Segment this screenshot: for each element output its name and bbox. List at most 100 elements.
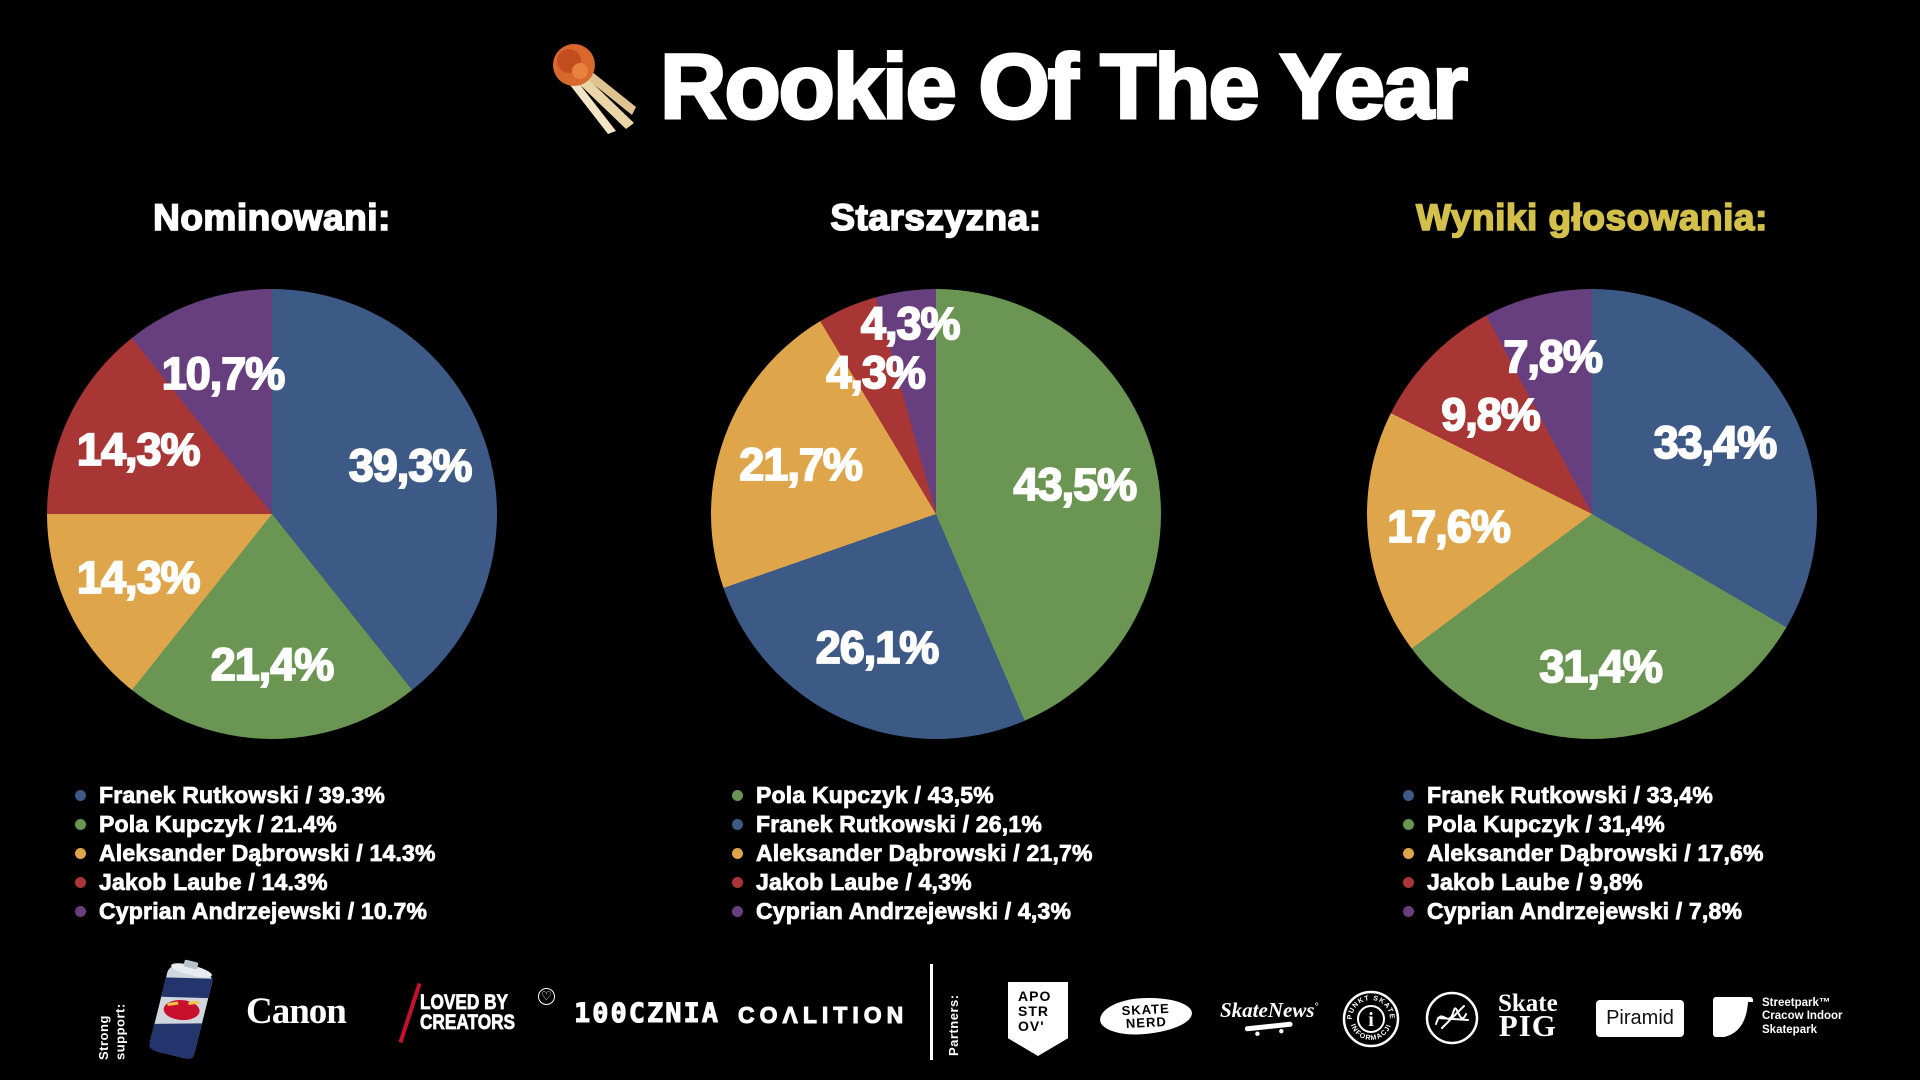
page-title: Rookie Of The Year: [659, 34, 1470, 139]
comet-icon: [553, 44, 637, 134]
chart-heading-nominowani: Nominowani:: [152, 196, 391, 239]
legend-item: Aleksander Dąbrowski / 17,6%: [1403, 840, 1764, 867]
pie-slice-label: 21,4%: [210, 638, 335, 691]
legend-bullet: [1403, 819, 1414, 830]
legend-label: Pola Kupczyk / 43,5%: [756, 782, 995, 809]
legend-bullet: [75, 906, 86, 917]
legend-item: Jakob Laube / 14.3%: [75, 869, 436, 896]
pie-chart-nominowani: 39,3% 21,4% 14,3% 14,3% 10,7%: [47, 289, 497, 739]
apostrov-logo: APO STR OV': [1008, 982, 1068, 1056]
piramid-wordmark: Piramid: [1606, 1007, 1674, 1029]
legend-label: Jakob Laube / 14.3%: [99, 869, 328, 896]
stocznia-logo: 100CZNIA: [573, 998, 721, 1030]
pie-slice-label: 10,7%: [161, 347, 286, 400]
legend-wyniki: Franek Rutkowski / 33,4% Pola Kupczyk / 3…: [1403, 782, 1764, 925]
streetpark-line3: Skatepark: [1762, 1023, 1817, 1036]
chart-heading-wyniki: Wyniki głosowania:: [1415, 196, 1768, 239]
streetpark-logo: Streetpark™ Cracow Indoor Skatepark: [1712, 996, 1843, 1038]
pie-slice-label: 33,4%: [1653, 416, 1778, 469]
chart-heading-starszyzna: Starszyzna:: [830, 196, 1042, 239]
pie-chart-starszyzna: 43,5% 26,1% 21,7% 4,3% 4,3%: [711, 289, 1161, 739]
apostrov-line1: APO: [1018, 988, 1052, 1004]
legend-bullet: [732, 819, 743, 830]
legend-bullet: [732, 790, 743, 801]
punkt-skate-informacji-badge: PUNKT SKATE INFORMACJI i: [1342, 990, 1400, 1053]
legend-bullet: [75, 819, 86, 830]
pie-slice-label: 14,3%: [76, 423, 201, 476]
legend-item: Aleksander Dąbrowski / 14.3%: [75, 840, 436, 867]
loved-by-creators-logo: LOVED BY CREATORS ♡: [398, 982, 555, 1044]
legend-label: Pola Kupczyk / 21.4%: [99, 811, 338, 838]
legend-item: Franek Rutkowski / 33,4%: [1403, 782, 1764, 809]
legend-label: Cyprian Andrzejewski / 7,8%: [1427, 898, 1743, 925]
apostrov-line3: OV': [1018, 1018, 1045, 1035]
legend-bullet: [75, 790, 86, 801]
pie-slice-label: 4,3%: [860, 298, 961, 351]
legend-bullet: [1403, 790, 1414, 801]
lbc-slash-mark: [398, 982, 422, 1044]
legend-item: Pola Kupczyk / 43,5%: [732, 782, 1093, 809]
legend-bullet: [1403, 848, 1414, 859]
legend-label: Franek Rutkowski / 39.3%: [99, 782, 386, 809]
skateboard-icon: [1245, 1021, 1294, 1036]
pie-slice-label: 9,8%: [1440, 388, 1541, 441]
legend-item: Franek Rutkowski / 39.3%: [75, 782, 436, 809]
legend-item: Cyprian Andrzejewski / 10.7%: [75, 898, 436, 925]
skatenews-mark: °: [1314, 1001, 1319, 1014]
pie-slice-label: 4,3%: [825, 347, 926, 400]
legend-item: Jakob Laube / 9,8%: [1403, 869, 1764, 896]
canon-logo: Canon: [246, 991, 347, 1032]
pie-slice-label: 14,3%: [76, 552, 201, 605]
legend-label: Aleksander Dąbrowski / 14.3%: [99, 840, 436, 867]
pie-chart-wyniki: 33,4% 31,4% 17,6% 9,8% 7,8%: [1367, 289, 1817, 739]
streetpark-line1: Streetpark™: [1762, 997, 1831, 1010]
legend-bullet: [1403, 877, 1414, 888]
legend-label: Jakob Laube / 9,8%: [1427, 869, 1643, 896]
legend-label: Jakob Laube / 4,3%: [756, 869, 972, 896]
legend-nominowani: Franek Rutkowski / 39.3% Pola Kupczyk / 2…: [75, 782, 436, 925]
skatepig-line1: Skate: [1498, 990, 1558, 1017]
legend-item: Cyprian Andrzejewski / 7,8%: [1403, 898, 1764, 925]
coalition-logo: COΛLITION: [737, 1002, 909, 1029]
ramp-icon: [1713, 997, 1753, 1037]
pie-slice-label: 31,4%: [1538, 640, 1663, 693]
pie-slice-label: 21,7%: [738, 438, 863, 491]
scribble-circle-logo: [1424, 990, 1480, 1051]
legend-bullet: [75, 848, 86, 859]
strong-support-label: Strong support:: [96, 1003, 128, 1060]
piramid-logo: Piramid: [1596, 1000, 1684, 1037]
svg-text:i: i: [1368, 1009, 1374, 1031]
pie-slice-label: 17,6%: [1386, 500, 1511, 553]
skatenerd-line2: NERD: [1125, 1013, 1168, 1032]
legend-label: Franek Rutkowski / 33,4%: [1427, 782, 1714, 809]
skatenerd-logo: SKATE NERD: [1099, 995, 1193, 1037]
pie-slice-label: 39,3%: [348, 439, 473, 492]
legend-label: Aleksander Dąbrowski / 17,6%: [1427, 840, 1764, 867]
pie-slice-label: 7,8%: [1503, 330, 1604, 383]
legend-bullet: [732, 906, 743, 917]
legend-label: Cyprian Andrzejewski / 4,3%: [756, 898, 1072, 925]
legend-label: Pola Kupczyk / 31,4%: [1427, 811, 1666, 838]
legend-label: Franek Rutkowski / 26,1%: [756, 811, 1043, 838]
skatepig-logo: Skate PIG: [1498, 990, 1558, 1043]
title-row: Rookie Of The Year: [46, 22, 1920, 152]
apostrov-line2: STR: [1018, 1003, 1049, 1020]
skatenews-wordmark: SkateNews: [1220, 998, 1315, 1022]
legend-starszyzna: Pola Kupczyk / 43,5% Franek Rutkowski / 2…: [732, 782, 1093, 925]
pie-slice-label: 26,1%: [815, 621, 940, 674]
legend-bullet: [732, 877, 743, 888]
streetpark-line2: Cracow Indoor: [1762, 1010, 1843, 1023]
lbc-heart-icon: ♡: [537, 987, 555, 1005]
legend-item: Aleksander Dąbrowski / 21,7%: [732, 840, 1093, 867]
legend-bullet: [75, 877, 86, 888]
lbc-line2: CREATORS: [420, 1011, 516, 1034]
footer-divider: [930, 964, 933, 1060]
skatenews-logo: SkateNews°: [1220, 998, 1319, 1036]
legend-item: Pola Kupczyk / 21.4%: [75, 811, 436, 838]
legend-label: Aleksander Dąbrowski / 21,7%: [756, 840, 1093, 867]
legend-label: Cyprian Andrzejewski / 10.7%: [99, 898, 428, 925]
legend-bullet: [1403, 906, 1414, 917]
skatepig-line2: PIG: [1498, 1007, 1557, 1043]
partners-label: Partners:: [946, 994, 961, 1056]
